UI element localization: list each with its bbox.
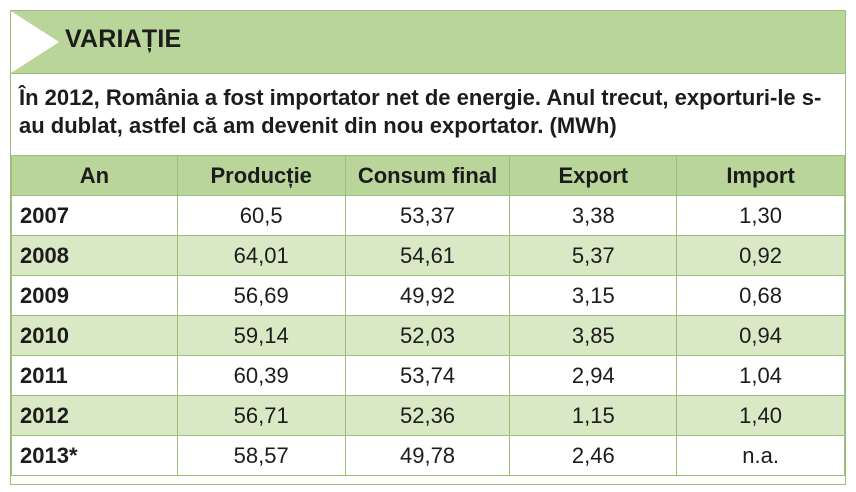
variation-panel: VARIAȚIE În 2012, România a fost importa… [10,10,846,485]
export-cell: 2,46 [509,435,678,476]
export-cell: 5,37 [509,235,678,276]
import-cell: 1,40 [676,395,845,436]
production-cell: 58,57 [176,435,346,476]
import-cell: 1,04 [676,355,845,396]
table-row: 2012 56,71 52,36 1,15 1,40 [11,395,845,436]
export-cell: 2,94 [509,355,678,396]
export-cell: 3,38 [509,195,678,236]
year-cell: 2013* [11,435,178,476]
consumption-cell: 52,36 [344,395,511,436]
column-header: Consum final [344,155,511,196]
column-header: Producție [176,155,346,196]
table-row: 2011 60,39 53,74 2,94 1,04 [11,355,845,396]
import-cell: 1,30 [676,195,845,236]
table-row: 2008 64,01 54,61 5,37 0,92 [11,235,845,276]
production-cell: 60,5 [176,195,346,236]
import-cell: 0,94 [676,315,845,356]
import-cell: n.a. [676,435,845,476]
year-cell: 2010 [11,315,178,356]
import-cell: 0,92 [676,235,845,276]
year-cell: 2007 [11,195,178,236]
consumption-cell: 54,61 [344,235,511,276]
column-header: An [11,155,178,196]
year-cell: 2011 [11,355,178,396]
table-row: 2013* 58,57 49,78 2,46 n.a. [11,435,845,476]
year-cell: 2009 [11,275,178,316]
panel-subtitle: În 2012, România a fost importator net d… [19,85,822,138]
consumption-cell: 53,37 [344,195,511,236]
table-row: 2007 60,5 53,37 3,38 1,30 [11,195,845,236]
production-cell: 60,39 [176,355,346,396]
year-cell: 2008 [11,235,178,276]
column-header: Export [509,155,678,196]
panel-header: VARIAȚIE [11,11,845,74]
production-cell: 59,14 [176,315,346,356]
export-cell: 3,85 [509,315,678,356]
year-cell: 2012 [11,395,178,436]
production-cell: 56,71 [176,395,346,436]
consumption-cell: 49,78 [344,435,511,476]
panel-title: VARIAȚIE [65,25,182,53]
production-cell: 56,69 [176,275,346,316]
consumption-cell: 53,74 [344,355,511,396]
energy-table: An Producție Consum final Export Import … [11,155,845,476]
import-cell: 0,68 [676,275,845,316]
arrow-marker-icon [11,11,59,73]
table-row: 2010 59,14 52,03 3,85 0,94 [11,315,845,356]
column-header: Import [676,155,845,196]
consumption-cell: 49,92 [344,275,511,316]
export-cell: 1,15 [509,395,678,436]
production-cell: 64,01 [176,235,346,276]
export-cell: 3,15 [509,275,678,316]
consumption-cell: 52,03 [344,315,511,356]
table-header-row: An Producție Consum final Export Import [11,155,845,196]
table-row: 2009 56,69 49,92 3,15 0,68 [11,275,845,316]
